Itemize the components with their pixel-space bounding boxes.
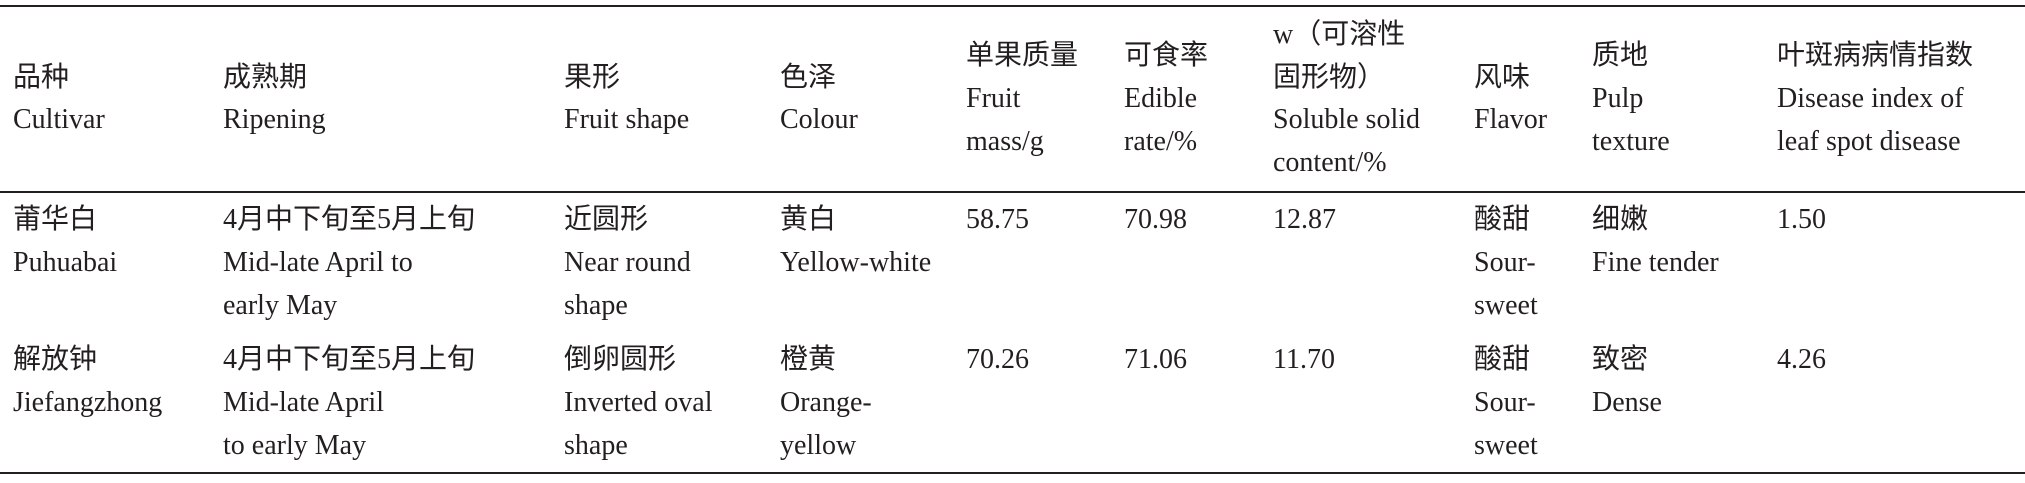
cell-line: shape: [564, 289, 628, 321]
cell-line: Mid-late April: [223, 386, 384, 418]
cell-line: 58.75: [966, 204, 1029, 235]
cell-line: 12.87: [1273, 204, 1336, 235]
cell-line: 酸甜: [1474, 204, 1531, 235]
cell-line: 70.26: [966, 344, 1029, 375]
cell-line: 莆华白: [13, 204, 98, 235]
header-cell-line: 色泽: [780, 61, 837, 93]
cell-line: shape: [564, 429, 628, 461]
cell-line: sweet: [1474, 289, 1538, 321]
cell-line: 橙黄: [780, 344, 837, 375]
cell-line: early May: [223, 289, 338, 321]
header-cell-line: leaf spot disease: [1777, 125, 1961, 157]
cell-line: 70.98: [1124, 204, 1187, 235]
header-cell-line: 品种: [13, 61, 70, 93]
header-cell-line: w（可溶性: [1273, 18, 1406, 50]
header-cell-line: Flavor: [1474, 104, 1548, 136]
header-cell-line: 成熟期: [223, 61, 308, 93]
header-cell-line: 质地: [1592, 40, 1649, 72]
header-rule: [0, 191, 2025, 193]
cell-line: yellow: [780, 429, 857, 461]
cell-line: Yellow-white: [780, 246, 932, 278]
header-cell-line: Fruit shape: [564, 104, 690, 136]
cell-line: 1.50: [1777, 204, 1826, 235]
cell-line: Mid-late April to: [223, 246, 413, 278]
header-cell-line: content/%: [1273, 147, 1387, 179]
cell-line: Near round: [564, 246, 691, 278]
header-cell-line: 果形: [564, 61, 621, 93]
cell-line: to early May: [223, 429, 367, 461]
header-cell-line: Disease index of: [1777, 83, 1964, 114]
bottom-rule: [0, 472, 2025, 474]
cell-line: Inverted oval: [564, 386, 713, 418]
header-cell-line: Ripening: [223, 104, 326, 136]
cell-line: 倒卵圆形: [564, 344, 677, 375]
header-cell-line: 单果质量: [966, 40, 1079, 72]
cell-line: sweet: [1474, 429, 1538, 461]
cell-line: Jiefangzhong: [13, 386, 163, 418]
cell-line: Orange-: [780, 386, 872, 418]
header-cell-line: 叶斑病病情指数: [1777, 40, 1974, 72]
top-rule: [0, 5, 2025, 7]
cell-line: 解放钟: [13, 344, 98, 375]
cell-line: 4月中下旬至5月上旬: [223, 204, 476, 235]
cell-line: 4月中下旬至5月上旬: [223, 344, 476, 375]
header-cell-line: 固形物）: [1273, 61, 1386, 93]
header-cell-line: mass/g: [966, 125, 1044, 157]
header-cell-line: texture: [1592, 125, 1670, 157]
cell-line: 11.70: [1273, 344, 1335, 375]
cell-line: 71.06: [1124, 344, 1187, 375]
header-cell-line: 可食率: [1124, 40, 1209, 72]
header-cell-line: Fruit: [966, 83, 1021, 114]
cell-line: 近圆形: [564, 204, 649, 235]
cell-line: Fine tender: [1592, 246, 1719, 278]
cell-line: Sour-: [1474, 386, 1536, 418]
cell-line: 酸甜: [1474, 344, 1531, 375]
header-cell-line: Colour: [780, 104, 858, 136]
cell-line: 致密: [1592, 344, 1649, 375]
cell-line: 4.26: [1777, 344, 1826, 375]
header-cell-line: Edible: [1124, 83, 1198, 114]
header-cell-line: Pulp: [1592, 83, 1644, 114]
header-cell-line: 风味: [1474, 61, 1531, 93]
cell-line: Puhuabai: [13, 246, 118, 278]
header-cell-line: rate/%: [1124, 125, 1198, 157]
cell-line: 细嫩: [1592, 204, 1649, 235]
header-cell-line: Soluble solid: [1273, 104, 1421, 136]
header-cell-line: Cultivar: [13, 104, 105, 136]
cell-line: Dense: [1592, 386, 1662, 418]
cell-line: Sour-: [1474, 246, 1536, 278]
cell-line: 黄白: [780, 204, 837, 235]
